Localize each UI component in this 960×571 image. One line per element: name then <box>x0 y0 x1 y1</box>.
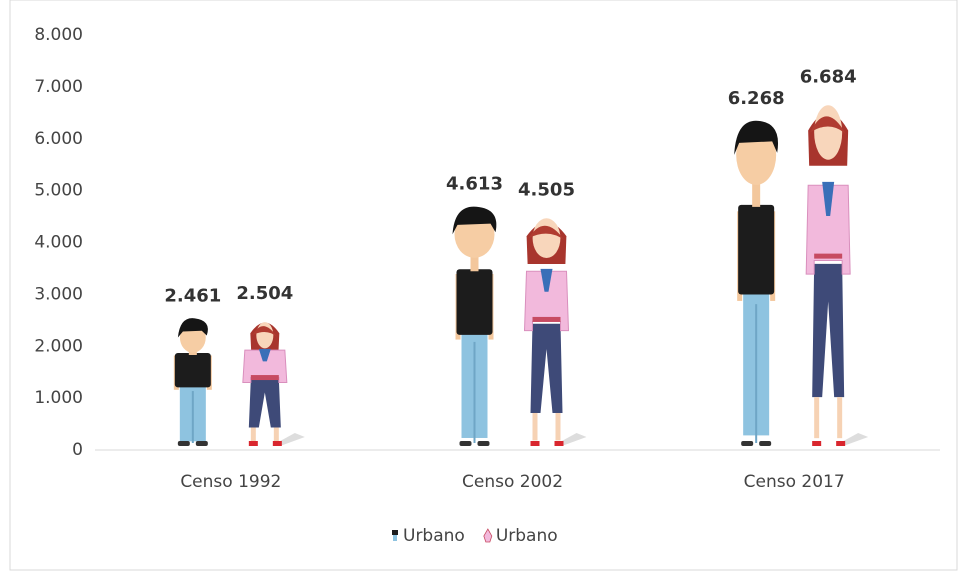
value-label: 4.505 <box>518 179 575 200</box>
legend-marker-top <box>392 530 398 535</box>
shoe <box>759 441 771 446</box>
calf <box>533 413 538 440</box>
belt <box>814 254 842 259</box>
shirt <box>738 205 774 295</box>
head <box>533 218 561 258</box>
shoe <box>460 441 472 446</box>
shoe <box>196 441 208 446</box>
y-tick-label: 2.000 <box>34 336 83 356</box>
belt <box>533 317 561 322</box>
y-tick-label: 0 <box>72 440 83 460</box>
calf <box>814 397 819 438</box>
x-tick-label: Censo 1992 <box>180 472 281 492</box>
shirt <box>457 269 493 335</box>
y-tick-label: 1.000 <box>34 388 83 408</box>
shoe <box>555 441 564 446</box>
legend-marker-bottom <box>393 535 397 541</box>
value-label: 2.504 <box>236 283 293 304</box>
legend-label: Urbano <box>496 526 558 546</box>
belt <box>251 375 279 380</box>
value-label: 4.613 <box>446 174 503 195</box>
y-tick-label: 3.000 <box>34 284 83 304</box>
shoe <box>812 441 821 446</box>
legend-label: Urbano <box>403 526 465 546</box>
calf <box>837 397 842 438</box>
shoe <box>249 441 258 446</box>
value-label: 6.268 <box>728 88 785 109</box>
value-label: 2.461 <box>164 285 221 306</box>
calf <box>274 428 279 443</box>
shoe <box>836 441 845 446</box>
value-label: 6.684 <box>800 66 857 87</box>
y-tick-label: 8.000 <box>34 25 83 45</box>
y-tick-label: 6.000 <box>34 129 83 149</box>
shoe <box>478 441 490 446</box>
calf <box>251 428 256 443</box>
y-tick-label: 7.000 <box>34 77 83 97</box>
shoe <box>273 441 282 446</box>
chart: 0 1.000 2.000 3.000 4.000 5.000 6.000 7.000 8.00… <box>0 0 960 571</box>
head <box>814 105 842 159</box>
shoe <box>178 441 190 446</box>
y-tick-label: 4.000 <box>34 233 83 253</box>
x-tick-label: Censo 2002 <box>462 472 563 492</box>
x-tick-label: Censo 2017 <box>744 472 845 492</box>
head <box>256 322 273 348</box>
y-tick-label: 5.000 <box>34 181 83 201</box>
shirt <box>175 353 211 387</box>
calf <box>556 413 561 440</box>
shoe <box>531 441 540 446</box>
shoe <box>741 441 753 446</box>
